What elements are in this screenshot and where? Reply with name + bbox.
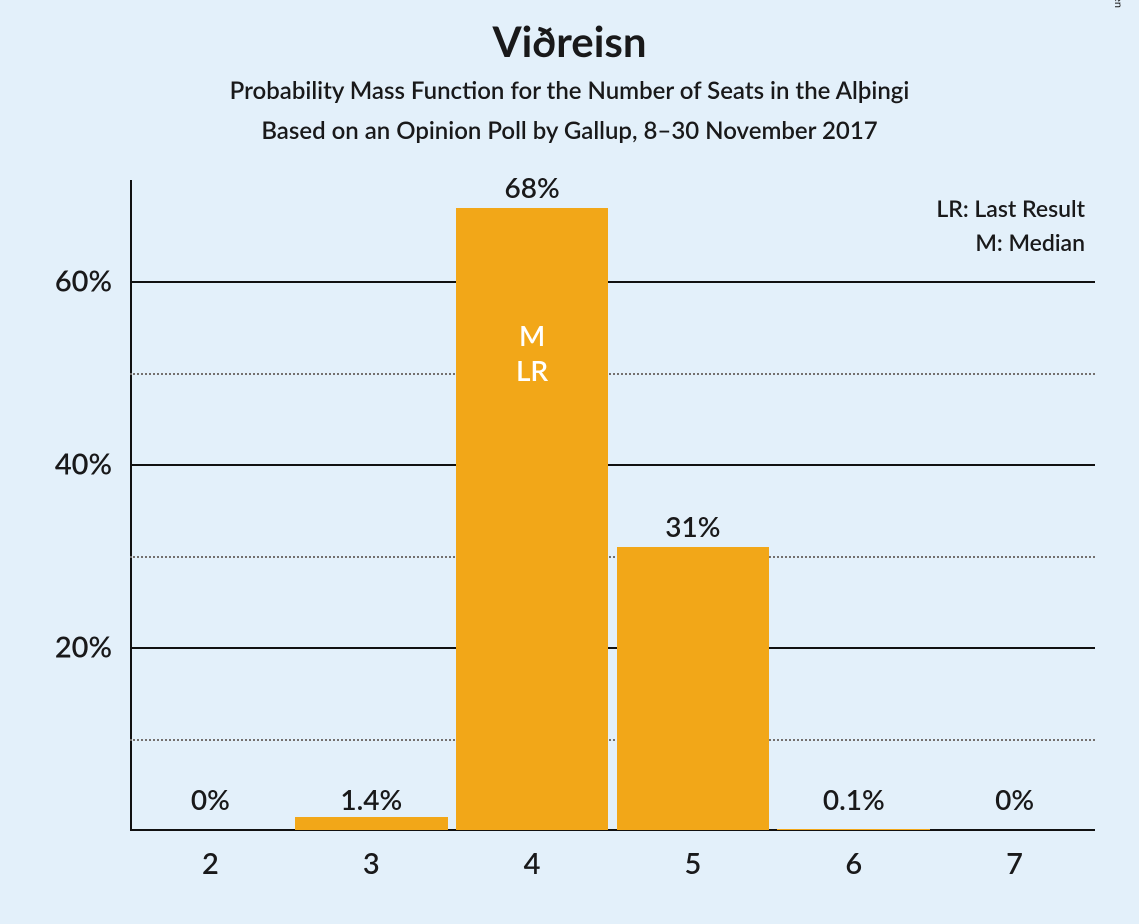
y-tick-label: 60% — [55, 264, 112, 299]
y-axis — [130, 180, 132, 830]
legend: LR: Last Result M: Median — [936, 194, 1085, 262]
chart-subtitle-2: Based on an Opinion Poll by Gallup, 8–30… — [0, 116, 1139, 145]
plot-area: LR: Last Result M: Median 20%40%60%20%31… — [130, 190, 1095, 830]
x-tick-label: 2 — [202, 846, 219, 881]
bar-value-label: 31% — [665, 509, 720, 543]
chart-title: Viðreisn — [0, 16, 1139, 66]
gridline-minor — [130, 739, 1095, 741]
x-tick-label: 7 — [1006, 846, 1023, 881]
legend-m: M: Median — [936, 228, 1085, 256]
gridline-minor — [130, 556, 1095, 558]
bar-marker-labels: MLR — [516, 318, 548, 388]
bar-value-label: 0% — [191, 782, 230, 816]
x-tick-label: 5 — [684, 846, 701, 881]
legend-lr: LR: Last Result — [936, 194, 1085, 222]
bar-value-label: 0.1% — [823, 782, 885, 816]
gridline-minor — [130, 373, 1095, 375]
bar — [456, 208, 609, 830]
copyright-text: © 2018 Filip van Laenen — [1112, 0, 1125, 8]
x-axis — [130, 829, 1095, 831]
bar-value-label: 0% — [995, 782, 1034, 816]
x-tick-label: 6 — [845, 846, 862, 881]
gridline-major — [130, 281, 1095, 283]
y-tick-label: 40% — [55, 447, 112, 482]
chart-subtitle-1: Probability Mass Function for the Number… — [0, 76, 1139, 105]
gridline-major — [130, 647, 1095, 649]
bar — [617, 547, 770, 830]
x-tick-label: 3 — [363, 846, 380, 881]
bar-value-label: 1.4% — [340, 782, 402, 816]
bar-value-label: 68% — [504, 170, 559, 204]
x-tick-label: 4 — [524, 846, 541, 881]
bar — [777, 829, 930, 830]
gridline-major — [130, 464, 1095, 466]
bar — [295, 817, 448, 830]
y-tick-label: 20% — [55, 630, 112, 665]
